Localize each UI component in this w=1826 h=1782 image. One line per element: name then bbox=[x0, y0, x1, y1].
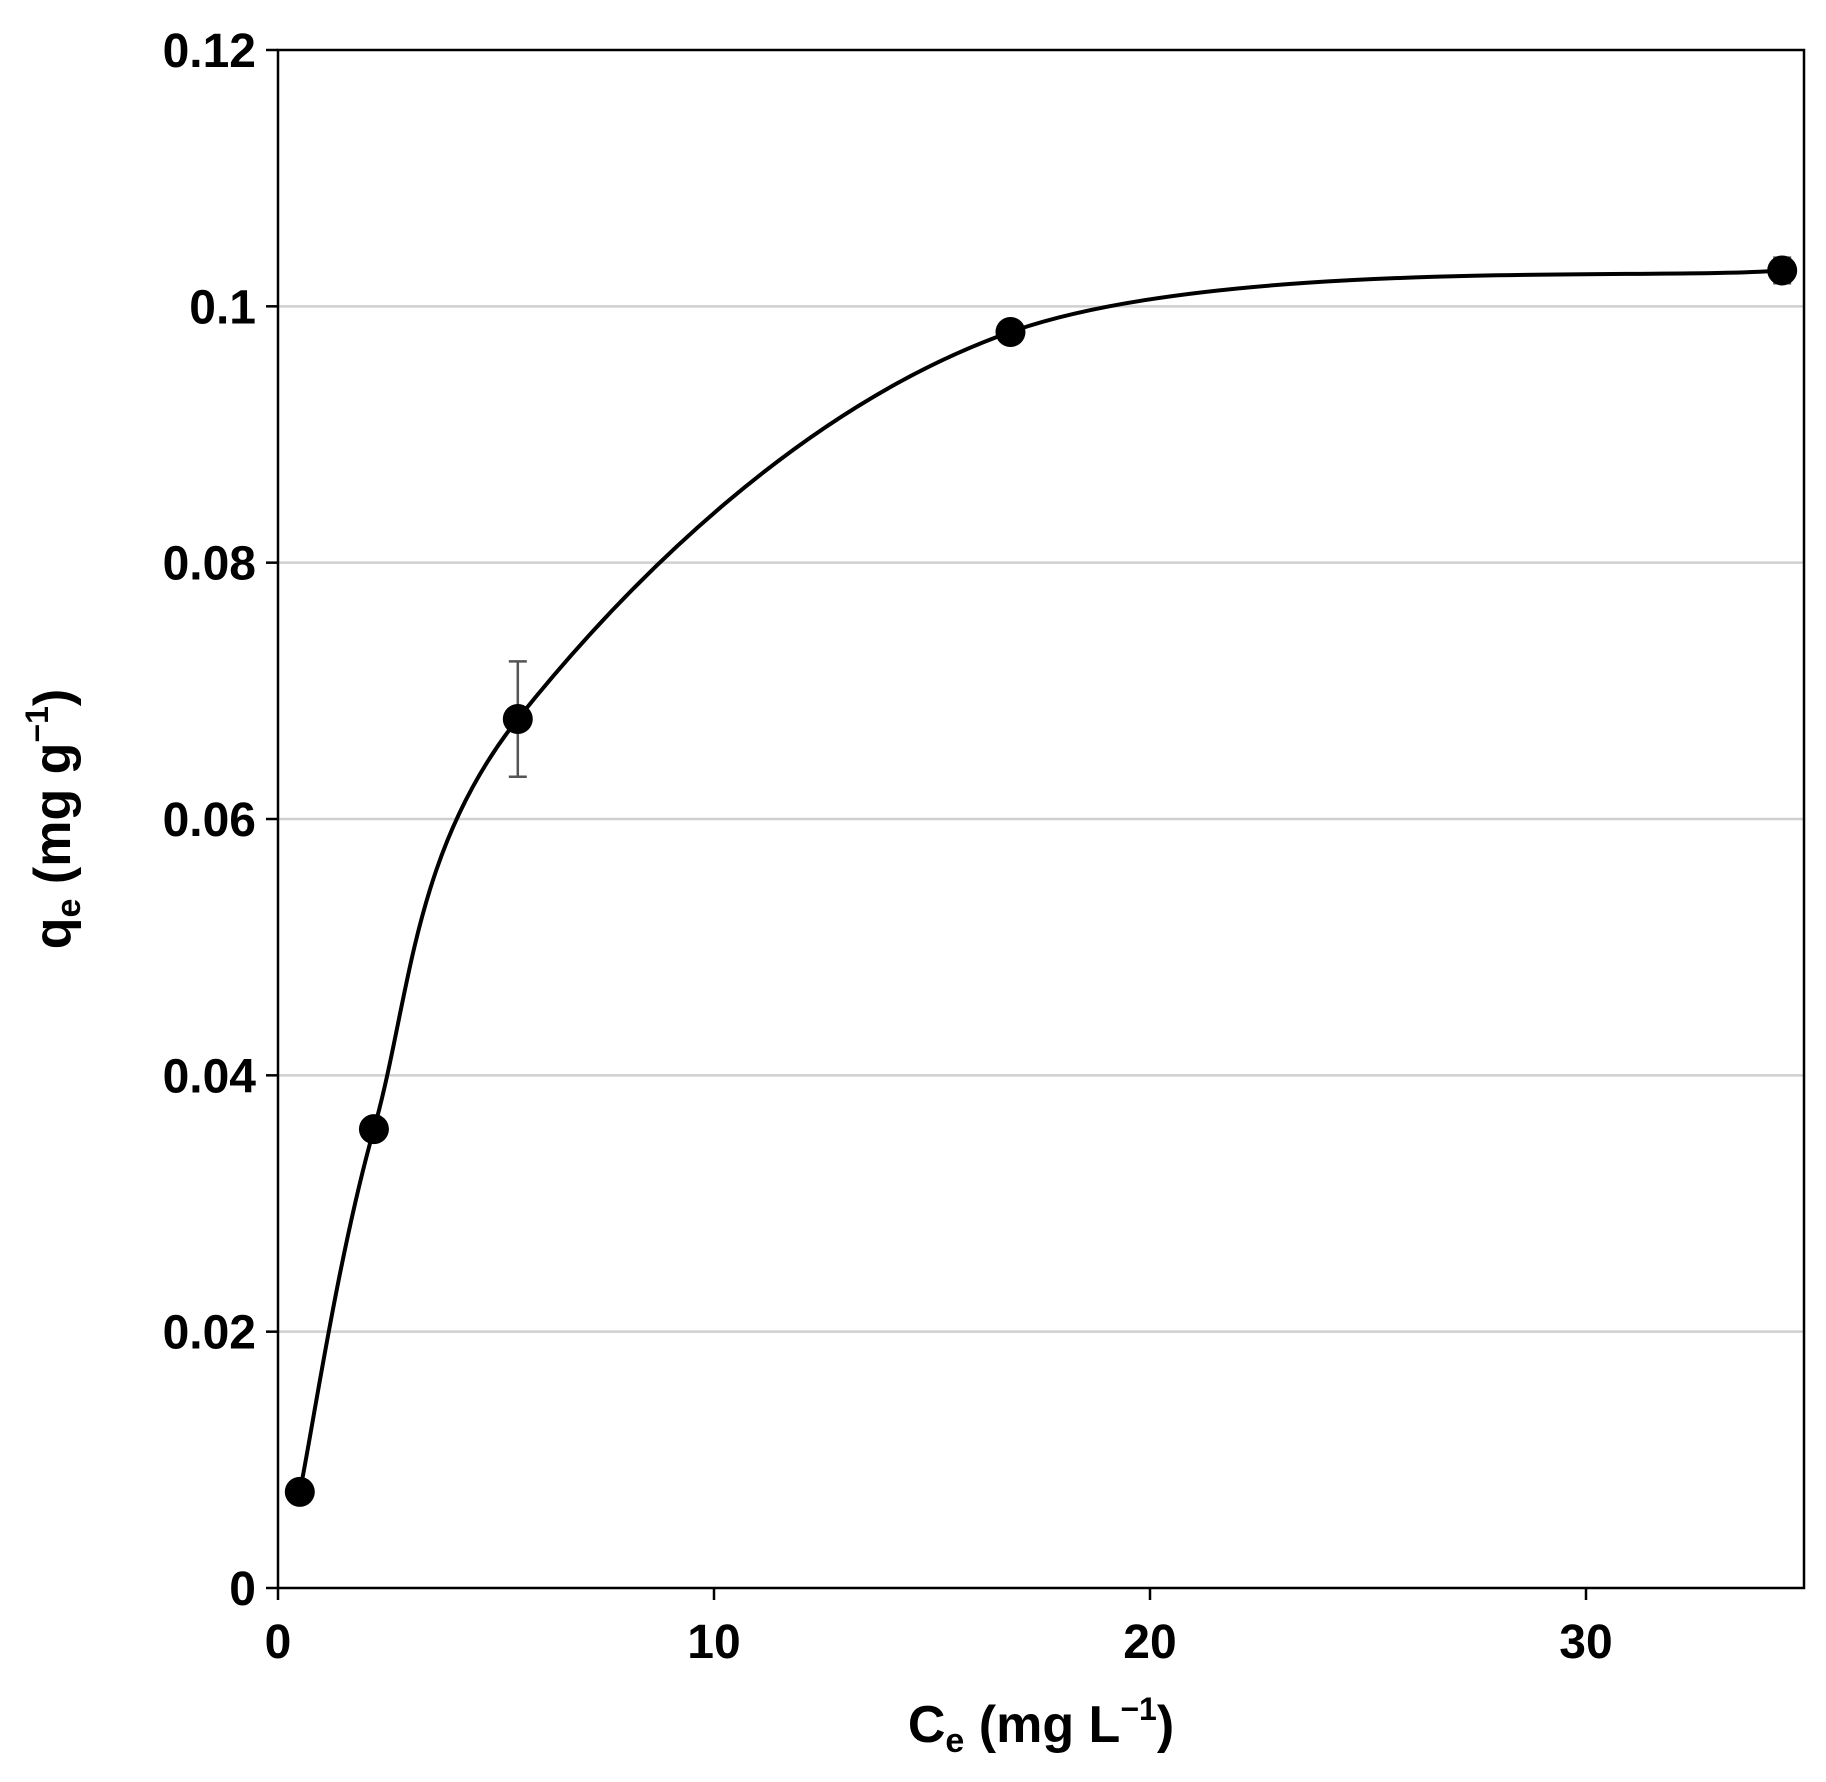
y-tick-label: 0.04 bbox=[163, 1050, 257, 1103]
y-tick-label: 0.08 bbox=[163, 538, 256, 591]
data-point bbox=[284, 1476, 315, 1507]
x-tick-label: 20 bbox=[1123, 1616, 1176, 1669]
gridlines bbox=[278, 305, 1804, 1333]
y-tick-label: 0.06 bbox=[163, 794, 256, 847]
x-axis-title: Ce (mg L−1) bbox=[908, 1691, 1174, 1760]
x-axis-title-units-close: ) bbox=[1157, 1696, 1174, 1754]
y-axis-title: qe (mg g−1) bbox=[19, 689, 88, 949]
data-point bbox=[358, 1114, 389, 1145]
y-tick-label: 0 bbox=[229, 1563, 256, 1616]
error-bars bbox=[508, 256, 1792, 778]
x-tick-label: 30 bbox=[1559, 1616, 1612, 1669]
y-tick-label: 0.02 bbox=[163, 1307, 256, 1360]
y-axis-title-units-close: ) bbox=[24, 689, 82, 706]
y-axis-title-superscript: −1 bbox=[19, 706, 55, 742]
data-point bbox=[995, 316, 1026, 347]
y-axis-title-units: (mg g bbox=[24, 743, 82, 899]
x-axis-title-superscript: −1 bbox=[1120, 1691, 1156, 1727]
fit-curve bbox=[297, 268, 1783, 1493]
tick-labels: 0 0.02 0.04 0.06 0.08 0.1 0.12 0 10 20 30 bbox=[163, 25, 1613, 1669]
data-points bbox=[284, 255, 1798, 1507]
y-tick-label: 0.12 bbox=[163, 25, 256, 78]
x-axis-title-subscript: e bbox=[945, 1722, 964, 1760]
y-tick-label: 0.1 bbox=[189, 281, 256, 334]
x-axis-title-units: (mg L bbox=[964, 1696, 1120, 1754]
axis-ticks bbox=[266, 48, 1588, 1600]
y-axis-title-subscript: e bbox=[50, 899, 88, 918]
data-point bbox=[502, 704, 533, 735]
x-axis-title-main: C bbox=[908, 1696, 946, 1754]
y-axis-title-main: q bbox=[24, 917, 82, 949]
x-tick-label: 0 bbox=[265, 1616, 292, 1669]
data-point bbox=[1767, 255, 1798, 286]
x-tick-label: 10 bbox=[687, 1616, 740, 1669]
